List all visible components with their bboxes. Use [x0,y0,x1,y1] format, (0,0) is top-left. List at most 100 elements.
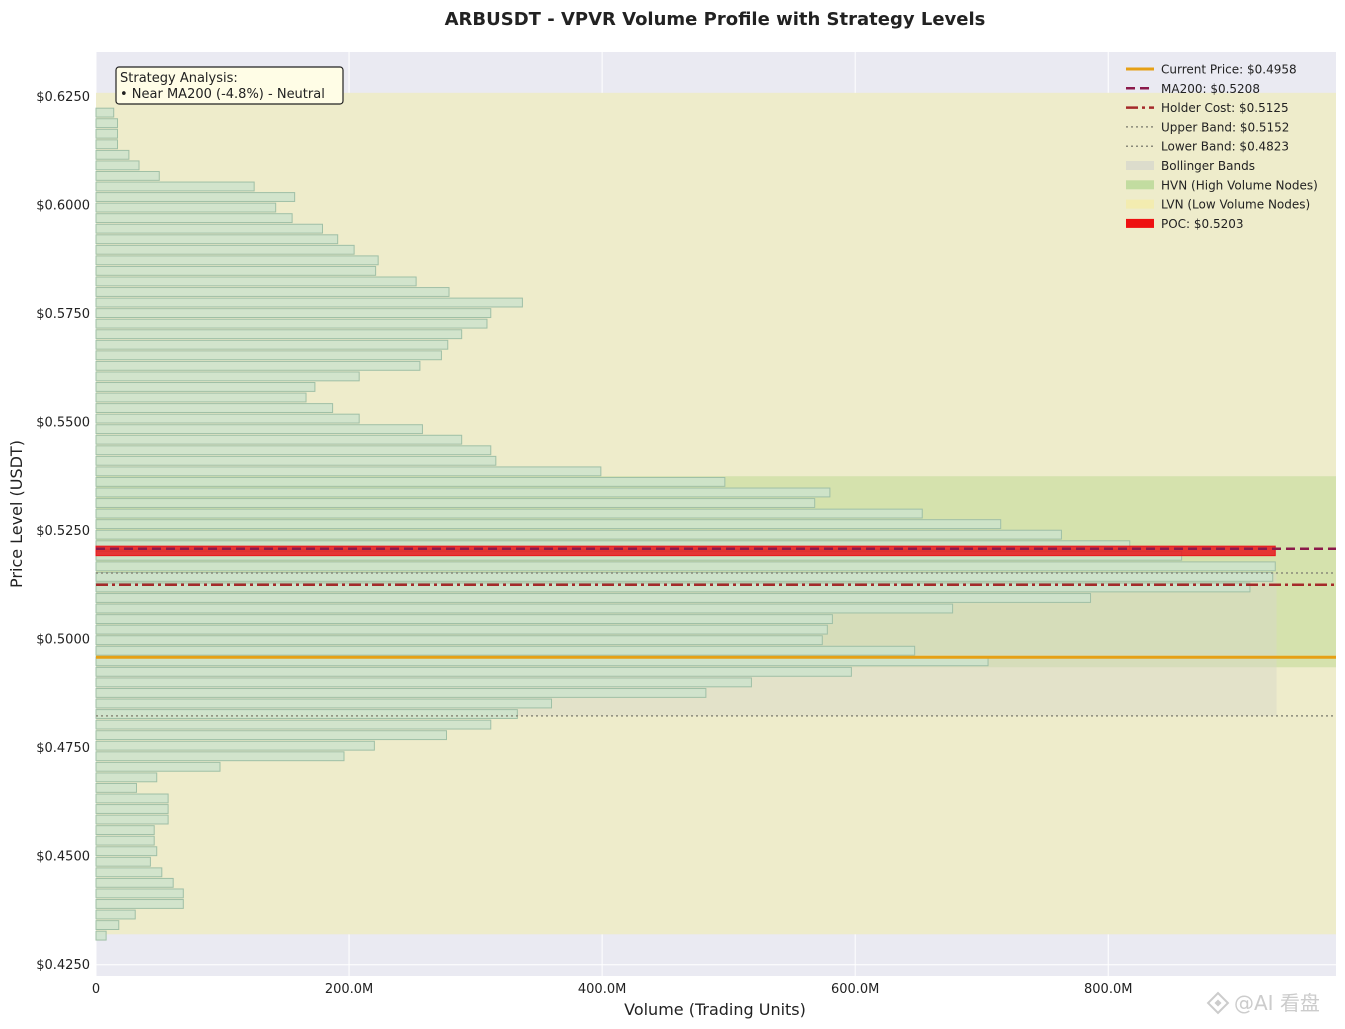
y-tick-label: $0.5500 [36,415,90,430]
legend-label: Bollinger Bands [1161,159,1255,173]
volume-bar [95,909,136,920]
volume-bar [95,424,423,435]
legend-entry-poc: POC: $0.5203 [1126,217,1244,231]
legend-entry-upper: Upper Band: $0.5152 [1126,120,1289,134]
x-tick-label: 800.0M [1084,982,1132,997]
legend-entry-holder: Holder Cost: $0.5125 [1126,101,1289,115]
watermark: @AI 看盘 [1206,991,1320,1015]
volume-bar [95,276,417,287]
volume-bar [95,339,449,350]
volume-bar [95,825,155,836]
volume-bar [95,582,1251,593]
volume-bar [95,350,442,361]
volume-bar [95,118,119,129]
y-tick-label: $0.4250 [36,958,90,973]
volume-bar [95,287,450,297]
volume-bar [95,476,726,487]
x-axis-ticks: 0 200.0M 400.0M 600.0M 800.0M [92,982,1133,997]
volume-bar [95,213,293,224]
y-tick-label: $0.5750 [36,307,90,322]
volume-bar [95,814,169,825]
volume-bar [95,761,221,772]
x-tick-label: 0 [92,982,100,997]
legend-label: POC: $0.5203 [1161,217,1244,231]
x-axis-label: Volume (Trading Units) [624,1000,806,1019]
y-tick-label: $0.4500 [36,850,90,865]
y-tick-label: $0.6000 [36,198,90,213]
volume-bar [95,139,119,150]
volume-bar [95,571,1274,582]
volume-bar [95,930,107,941]
volume-bar [95,740,375,751]
volume-bar [95,899,184,909]
volume-bar [95,793,169,804]
poc-bar [95,545,1276,557]
volume-bar [95,593,1092,603]
volume-bar [95,519,1002,530]
volume-bar [95,624,828,635]
volume-bar [95,360,421,371]
volume-bar [95,318,488,329]
volume-bar [95,508,923,519]
legend-swatch [1126,218,1154,228]
y-tick-label: $0.6250 [36,90,90,105]
volume-bar [95,329,463,340]
legend-label: Upper Band: $0.5152 [1161,120,1289,134]
volume-bar [95,877,174,888]
volume-bar [95,561,1276,572]
volume-bar [95,846,158,857]
y-tick-label: $0.4750 [36,741,90,756]
legend: Current Price: $0.4958 MA200: $0.5208 Hold… [1126,63,1318,231]
watermark-text: @AI 看盘 [1234,991,1320,1015]
x-tick-label: 200.0M [325,982,373,997]
volume-bar [95,181,255,192]
volume-bar [95,392,307,403]
volume-bar [95,698,553,709]
volume-bar [95,382,316,392]
volume-bar [95,128,119,139]
volume-bar [95,297,523,308]
volume-bar [95,403,334,413]
volume-bar [95,192,296,202]
strategy-levels [96,547,1336,717]
legend-label: Holder Cost: $0.5125 [1161,101,1289,115]
volume-bar [95,835,155,846]
legend-entry-lower: Lower Band: $0.4823 [1126,140,1289,154]
volume-bar [95,445,492,456]
volume-bar [95,888,184,899]
legend-entry-hvn: HVN (High Volume Nodes) [1126,178,1318,192]
volume-bar [95,666,852,677]
volume-bar [95,867,163,878]
volume-bar [95,202,277,213]
volume-bar [95,772,158,783]
legend-swatch [1126,161,1154,170]
volume-bar [95,730,447,741]
volume-bar [95,498,816,508]
volume-bar [95,804,169,814]
volume-bar [95,170,160,181]
legend-swatch [1126,199,1154,209]
volume-bar [95,856,151,867]
legend-swatch [1126,180,1154,190]
volume-bar [95,149,130,160]
watermark-logo-icon [1206,991,1230,1015]
x-tick-label: 600.0M [831,982,879,997]
volume-bar [95,645,916,656]
volume-bar [95,751,345,762]
volume-bar [95,455,497,466]
volume-bar [95,920,120,930]
volume-bar [95,308,492,319]
volume-bar [95,677,752,688]
volume-bar [95,107,115,118]
volume-bar [95,782,137,793]
chart-title: ARBUSDT - VPVR Volume Profile with Strat… [445,9,986,30]
volume-bars [95,107,1276,941]
volume-bar [95,719,492,730]
volume-bar [95,434,463,445]
legend-label: HVN (High Volume Nodes) [1161,178,1318,192]
y-tick-label: $0.5000 [36,633,90,648]
annotation-line-1: Strategy Analysis: [120,71,238,86]
volume-bar [95,487,831,498]
volume-bar [95,466,602,477]
